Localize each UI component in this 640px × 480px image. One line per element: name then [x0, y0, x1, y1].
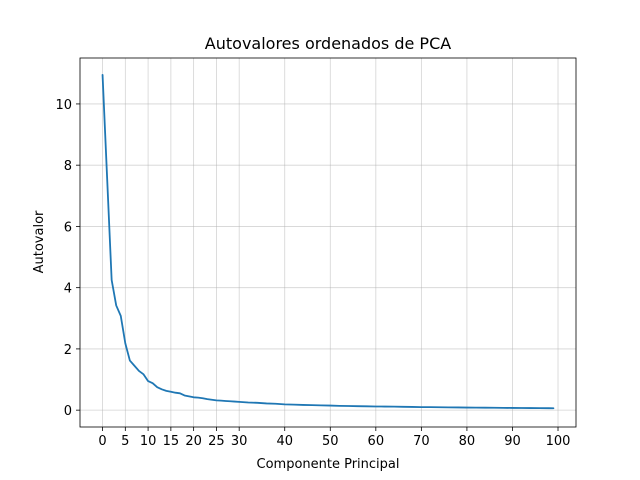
- x-tick-label: 20: [185, 434, 202, 449]
- x-tick-label: 70: [413, 434, 430, 449]
- x-tick-label: 100: [546, 434, 571, 449]
- y-tick-label: 4: [64, 282, 72, 297]
- x-tick-label: 80: [459, 434, 476, 449]
- x-tick-label: 90: [504, 434, 521, 449]
- y-axis-ticks: 0 2 4 6 8 10: [55, 98, 80, 419]
- x-axis-ticks: 0 5 10 15 20 25 30 40 50 60 70 80 90 100: [98, 427, 570, 449]
- y-axis-label: Autovalor: [32, 210, 47, 273]
- x-tick-label: 60: [368, 434, 385, 449]
- series-layer: [101, 73, 555, 410]
- plot-frame: [79, 57, 577, 428]
- y-tick-label: 8: [64, 159, 72, 174]
- x-tick-label: 50: [322, 434, 339, 449]
- y-tick-label: 6: [64, 220, 72, 235]
- x-tick-label: 25: [208, 434, 225, 449]
- x-tick-label: 0: [98, 434, 106, 449]
- y-tick-label: 2: [64, 343, 72, 358]
- grid: [80, 58, 576, 427]
- y-tick-label: 0: [64, 404, 72, 419]
- x-tick-label: 30: [231, 434, 248, 449]
- x-tick-label: 15: [163, 434, 180, 449]
- chart-title: Autovalores ordenados de PCA: [205, 34, 451, 53]
- x-axis-label: Componente Principal: [257, 457, 400, 472]
- x-tick-label: 5: [121, 434, 129, 449]
- x-tick-label: 10: [140, 434, 157, 449]
- series-line-autovalores: [101, 73, 555, 410]
- y-tick-label: 10: [55, 98, 72, 113]
- x-tick-label: 40: [276, 434, 293, 449]
